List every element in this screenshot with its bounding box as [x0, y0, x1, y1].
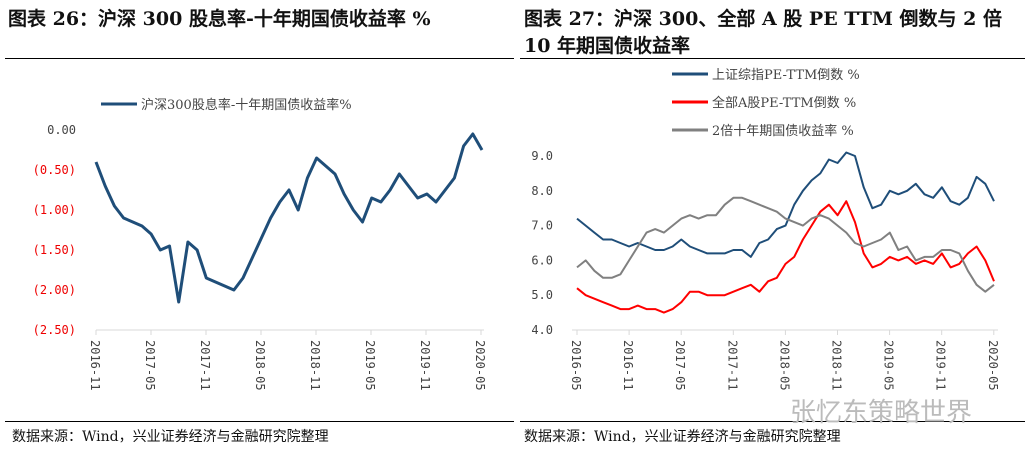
y-tick-label: 5.0: [531, 288, 553, 302]
x-tick-label: 2018-11: [308, 340, 322, 391]
legend-label-1: 全部A股PE-TTM倒数 %: [712, 95, 856, 111]
x-tick-label: 2017-11: [725, 340, 739, 391]
left-chart-title: 图表 26：沪深 300 股息率-十年期国债收益率 %: [8, 8, 431, 30]
x-tick-label: 2017-05: [673, 340, 687, 391]
series-line-1: [576, 200, 995, 314]
series-line-2: [576, 196, 995, 293]
legend-label-2: 2倍十年期国债收益率 %: [712, 123, 854, 139]
legend-label-0: 上证综指PE-TTM倒数 %: [712, 68, 860, 83]
left-source-rule: [5, 421, 514, 422]
right-source: 数据来源：Wind，兴业证券经济与金融研究院整理: [524, 429, 841, 445]
x-tick-label: 2018-05: [253, 340, 267, 391]
x-tick-label: 2017-11: [198, 340, 212, 391]
y-tick-label: 8.0: [531, 184, 553, 198]
x-tick-label: 2016-05: [569, 340, 583, 391]
y-tick-label: 4.0: [531, 323, 553, 337]
x-tick-label: 2019-11: [418, 340, 432, 391]
y-tick-label: 6.0: [531, 253, 553, 267]
y-tick-label: (2.50): [33, 323, 76, 337]
x-tick-label: 2018-11: [830, 340, 844, 391]
x-tick-label: 2020-05: [473, 340, 487, 391]
y-tick-label: 9.0: [531, 149, 553, 163]
y-tick-label: 7.0: [531, 219, 553, 233]
series-line-0: [94, 132, 484, 304]
y-tick-label: (2.00): [33, 283, 76, 297]
y-tick-label: (1.50): [33, 243, 76, 257]
legend-label-0: 沪深300股息率-十年期国债收益率%: [141, 97, 352, 113]
x-tick-label: 2016-11: [88, 340, 102, 391]
left-title-rule: [5, 58, 514, 59]
x-tick-label: 2017-05: [143, 340, 157, 391]
x-tick-label: 2019-05: [882, 340, 896, 391]
y-tick-label: (1.00): [33, 203, 76, 217]
x-tick-label: 2020-05: [986, 340, 1000, 391]
x-tick-label: 2016-11: [621, 340, 635, 391]
y-tick-label: 0.00: [47, 123, 76, 137]
watermark: 张忆东策略世界: [790, 398, 973, 428]
right-chart-title-line1: 图表 27：沪深 300、全部 A 股 PE TTM 倒数与 2 倍: [524, 8, 1002, 30]
x-tick-label: 2019-11: [934, 340, 948, 391]
x-tick-label: 2018-05: [777, 340, 791, 391]
y-tick-label: (0.50): [33, 163, 76, 177]
x-tick-label: 2019-05: [363, 340, 377, 391]
series-line-0: [576, 151, 995, 258]
right-title-rule: [520, 58, 1025, 59]
right-source-rule: [520, 421, 1025, 422]
left-source: 数据来源：Wind，兴业证券经济与金融研究院整理: [12, 429, 329, 445]
right-chart-title-line2: 10 年期国债收益率: [524, 35, 691, 57]
